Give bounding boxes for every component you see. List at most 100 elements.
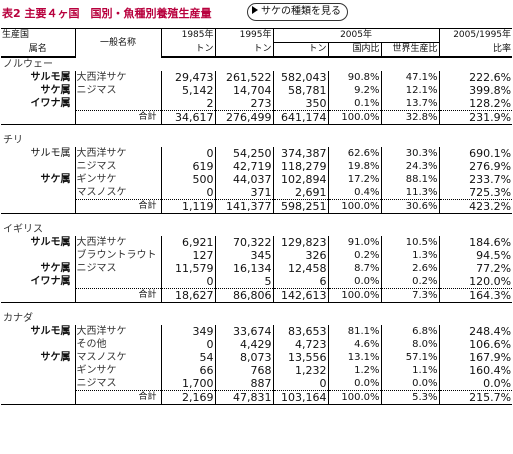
domestic-share-cell: 91.0% xyxy=(327,236,381,249)
value-1985-cell: 0 xyxy=(160,147,215,160)
common-name-cell: ニジマス xyxy=(74,84,161,97)
value-1985-cell: 0 xyxy=(160,275,215,289)
value-1985-cell: 5,142 xyxy=(160,84,215,97)
header-world-share: 世界生産比 xyxy=(380,42,440,58)
value-2005-cell: 326 xyxy=(272,249,328,262)
value-2005-cell: 12,458 xyxy=(272,262,328,275)
spacer-row xyxy=(1,214,512,224)
spacer-cell xyxy=(1,125,512,135)
genus-cell xyxy=(1,160,75,173)
value-1985-cell: 127 xyxy=(160,249,215,262)
table-row: その他 0 4,429 4,723 4.6% 8.0% 106.6% xyxy=(1,338,513,351)
ratio-cell: 94.5% xyxy=(438,249,513,262)
total-ratio-cell: 215.7% xyxy=(438,390,513,405)
table-row: イワナ属 2 273 350 0.1% 13.7% 128.2% xyxy=(1,97,513,111)
value-1985-cell: 66 xyxy=(160,364,215,377)
total-2005-cell: 641,174 xyxy=(272,110,328,125)
country-row: チリ xyxy=(1,134,512,147)
world-share-cell: 57.1% xyxy=(380,351,440,364)
value-2005-cell: 129,823 xyxy=(272,236,328,249)
value-2005-cell: 350 xyxy=(272,97,328,111)
domestic-share-cell: 9.2% xyxy=(327,84,381,97)
table-row: サルモ属 大西洋サケ 349 33,674 83,653 81.1% 6.8% 248.4% xyxy=(1,325,513,338)
header-2005: 2005年 xyxy=(272,28,440,43)
total-1995-cell: 86,806 xyxy=(214,288,273,303)
ratio-cell: 233.7% xyxy=(438,173,513,186)
total-row: 合計 2,169 47,831 103,164 100.0% 5.3% 215.7% xyxy=(1,390,513,405)
value-1995-cell: 54,250 xyxy=(214,147,273,160)
world-share-cell: 11.3% xyxy=(380,186,440,200)
header-ton-1985: トン xyxy=(160,42,215,58)
world-share-cell: 12.1% xyxy=(380,84,440,97)
production-table: 生産国 一般名称 1985年 1995年 2005年 2005/1995年 属名… xyxy=(1,28,513,405)
value-2005-cell: 374,387 xyxy=(272,147,328,160)
ratio-cell: 276.9% xyxy=(438,160,513,173)
table-row: ブラウントラウト 127 345 326 0.2% 1.3% 94.5% xyxy=(1,249,513,262)
domestic-share-cell: 62.6% xyxy=(327,147,381,160)
domestic-share-cell: 0.2% xyxy=(327,249,381,262)
ratio-cell: 222.6% xyxy=(438,71,513,84)
play-arrow-icon xyxy=(252,6,258,14)
total-world-share-cell: 7.3% xyxy=(380,288,440,303)
total-1985-cell: 18,627 xyxy=(160,288,215,303)
total-spacer xyxy=(1,390,75,405)
value-2005-cell: 13,556 xyxy=(272,351,328,364)
genus-cell: サケ属 xyxy=(40,85,71,96)
common-name-cell: ニジマス xyxy=(74,262,161,275)
common-name-cell: 大西洋サケ xyxy=(74,325,161,338)
domestic-share-cell: 0.0% xyxy=(327,377,381,391)
value-1995-cell: 261,522 xyxy=(214,71,273,84)
ratio-cell: 128.2% xyxy=(438,97,513,111)
value-1995-cell: 42,719 xyxy=(214,160,273,173)
value-1985-cell: 0 xyxy=(160,338,215,351)
domestic-share-cell: 17.2% xyxy=(327,173,381,186)
total-2005-cell: 598,251 xyxy=(272,199,328,214)
value-1995-cell: 5 xyxy=(214,275,273,289)
header-1985: 1985年 xyxy=(160,28,215,43)
show-salmon-types-button[interactable]: サケの種類を見る xyxy=(247,3,348,21)
header-1995: 1995年 xyxy=(214,28,273,43)
value-1985-cell: 500 xyxy=(160,173,215,186)
total-world-share-cell: 32.8% xyxy=(380,110,440,125)
total-ratio-cell: 164.3% xyxy=(438,288,513,303)
domestic-share-cell: 0.1% xyxy=(327,97,381,111)
table-row: サケ属 ギンサケ 500 44,037 102,894 17.2% 88.1% 233.7% xyxy=(1,173,513,186)
value-2005-cell: 83,653 xyxy=(272,325,328,338)
value-1995-cell: 8,073 xyxy=(214,351,273,364)
header-country: 生産国 xyxy=(1,28,75,43)
genus-cell xyxy=(1,364,75,377)
header-genus: 属名 xyxy=(1,42,75,58)
genus-cell xyxy=(1,377,75,391)
value-2005-cell: 0 xyxy=(272,377,328,391)
ratio-cell: 167.9% xyxy=(438,351,513,364)
country-row: イギリス xyxy=(1,223,512,236)
total-1995-cell: 47,831 xyxy=(214,390,273,405)
world-share-cell: 10.5% xyxy=(380,236,440,249)
ratio-cell: 77.2% xyxy=(438,262,513,275)
ratio-cell: 690.1% xyxy=(438,147,513,160)
domestic-share-cell: 0.0% xyxy=(327,275,381,289)
header-ratio: 比率 xyxy=(438,42,513,58)
genus-cell: サケ属 xyxy=(40,352,71,363)
value-1995-cell: 273 xyxy=(214,97,273,111)
value-2005-cell: 6 xyxy=(272,275,328,289)
value-1985-cell: 1,700 xyxy=(160,377,215,391)
common-name-cell: ニジマス xyxy=(74,160,161,173)
total-spacer xyxy=(1,288,75,303)
value-1985-cell: 6,921 xyxy=(160,236,215,249)
value-1995-cell: 16,134 xyxy=(214,262,273,275)
domestic-share-cell: 4.6% xyxy=(327,338,381,351)
ratio-cell: 725.3% xyxy=(438,186,513,200)
show-salmon-types-label: サケの種類を見る xyxy=(261,6,341,17)
world-share-cell: 13.7% xyxy=(380,97,440,111)
total-ratio-cell: 423.2% xyxy=(438,199,513,214)
domestic-share-cell: 81.1% xyxy=(327,325,381,338)
ratio-cell: 0.0% xyxy=(438,377,513,391)
total-domestic-share-cell: 100.0% xyxy=(327,390,381,405)
spacer-cell xyxy=(1,303,512,313)
value-2005-cell: 582,043 xyxy=(272,71,328,84)
ratio-cell: 248.4% xyxy=(438,325,513,338)
value-1995-cell: 768 xyxy=(214,364,273,377)
total-label: 合計 xyxy=(74,288,161,303)
table-row: イワナ属 0 5 6 0.0% 0.2% 120.0% xyxy=(1,275,513,289)
